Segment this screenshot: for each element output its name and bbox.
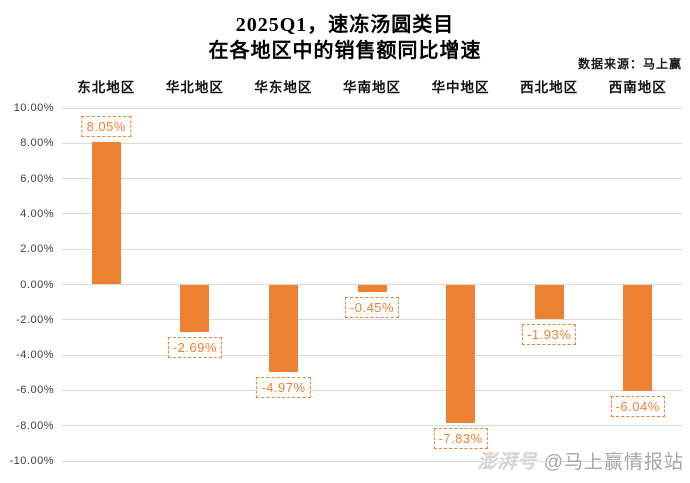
y-axis-tick-label: 10.00% bbox=[13, 102, 54, 114]
category-label: 华南地区 bbox=[343, 80, 401, 95]
penpai-logo: 澎湃号 bbox=[477, 452, 538, 473]
y-axis-tick-label: -4.00% bbox=[16, 349, 54, 362]
data-label: -7.83% bbox=[433, 427, 488, 449]
y-axis-tick-label: 6.00% bbox=[20, 172, 54, 185]
gridline bbox=[62, 354, 682, 356]
y-axis-tick-label: -2.00% bbox=[16, 313, 54, 326]
y-axis-tick-label: 4.00% bbox=[20, 207, 54, 220]
y-axis-tick-label: 2.00% bbox=[20, 243, 54, 256]
y-axis-tick-label: -6.00% bbox=[16, 384, 54, 397]
gridline bbox=[62, 178, 682, 180]
data-source-note: 数据来源：马上赢 bbox=[577, 57, 682, 71]
category-label: 华东地区 bbox=[254, 80, 313, 95]
bar bbox=[180, 284, 210, 332]
data-label: -6.04% bbox=[610, 396, 665, 418]
gridline bbox=[62, 389, 682, 391]
bar bbox=[446, 284, 476, 423]
gridline bbox=[62, 460, 682, 462]
data-label: -4.97% bbox=[256, 377, 311, 399]
y-axis-tick-label: 8.00% bbox=[20, 137, 54, 150]
category-label: 东北地区 bbox=[77, 80, 136, 95]
gridline bbox=[62, 425, 682, 427]
y-axis-tick-label: -10.00% bbox=[9, 455, 54, 467]
bar bbox=[534, 284, 564, 319]
gridline bbox=[62, 142, 682, 144]
bar bbox=[268, 284, 298, 373]
chart-title-line-2: 在各地区中的销售额同比增速 bbox=[208, 40, 482, 62]
gridline bbox=[62, 248, 682, 250]
data-label: 8.05% bbox=[81, 116, 131, 138]
category-label: 西南地区 bbox=[608, 80, 667, 95]
gridline bbox=[62, 319, 682, 321]
gridline bbox=[62, 213, 682, 215]
bar bbox=[91, 142, 121, 285]
bar bbox=[623, 284, 653, 392]
chart-title-line-1: 2025Q1，速冻汤圆类目 bbox=[235, 14, 455, 36]
watermark: 澎湃号 @马上赢情报站 bbox=[478, 447, 684, 474]
gridline bbox=[62, 107, 682, 109]
data-label: -2.69% bbox=[167, 336, 222, 358]
bar bbox=[357, 284, 387, 293]
y-axis-tick-label: -8.00% bbox=[16, 419, 54, 432]
category-label: 华中地区 bbox=[431, 80, 490, 95]
category-label: 华北地区 bbox=[165, 80, 224, 95]
data-label: -1.93% bbox=[522, 323, 577, 345]
watermark-handle: @马上赢情报站 bbox=[543, 452, 684, 473]
category-label: 西北地区 bbox=[520, 80, 579, 95]
data-label: -0.45% bbox=[344, 297, 400, 319]
y-axis-tick-label: 0.00% bbox=[20, 278, 54, 291]
